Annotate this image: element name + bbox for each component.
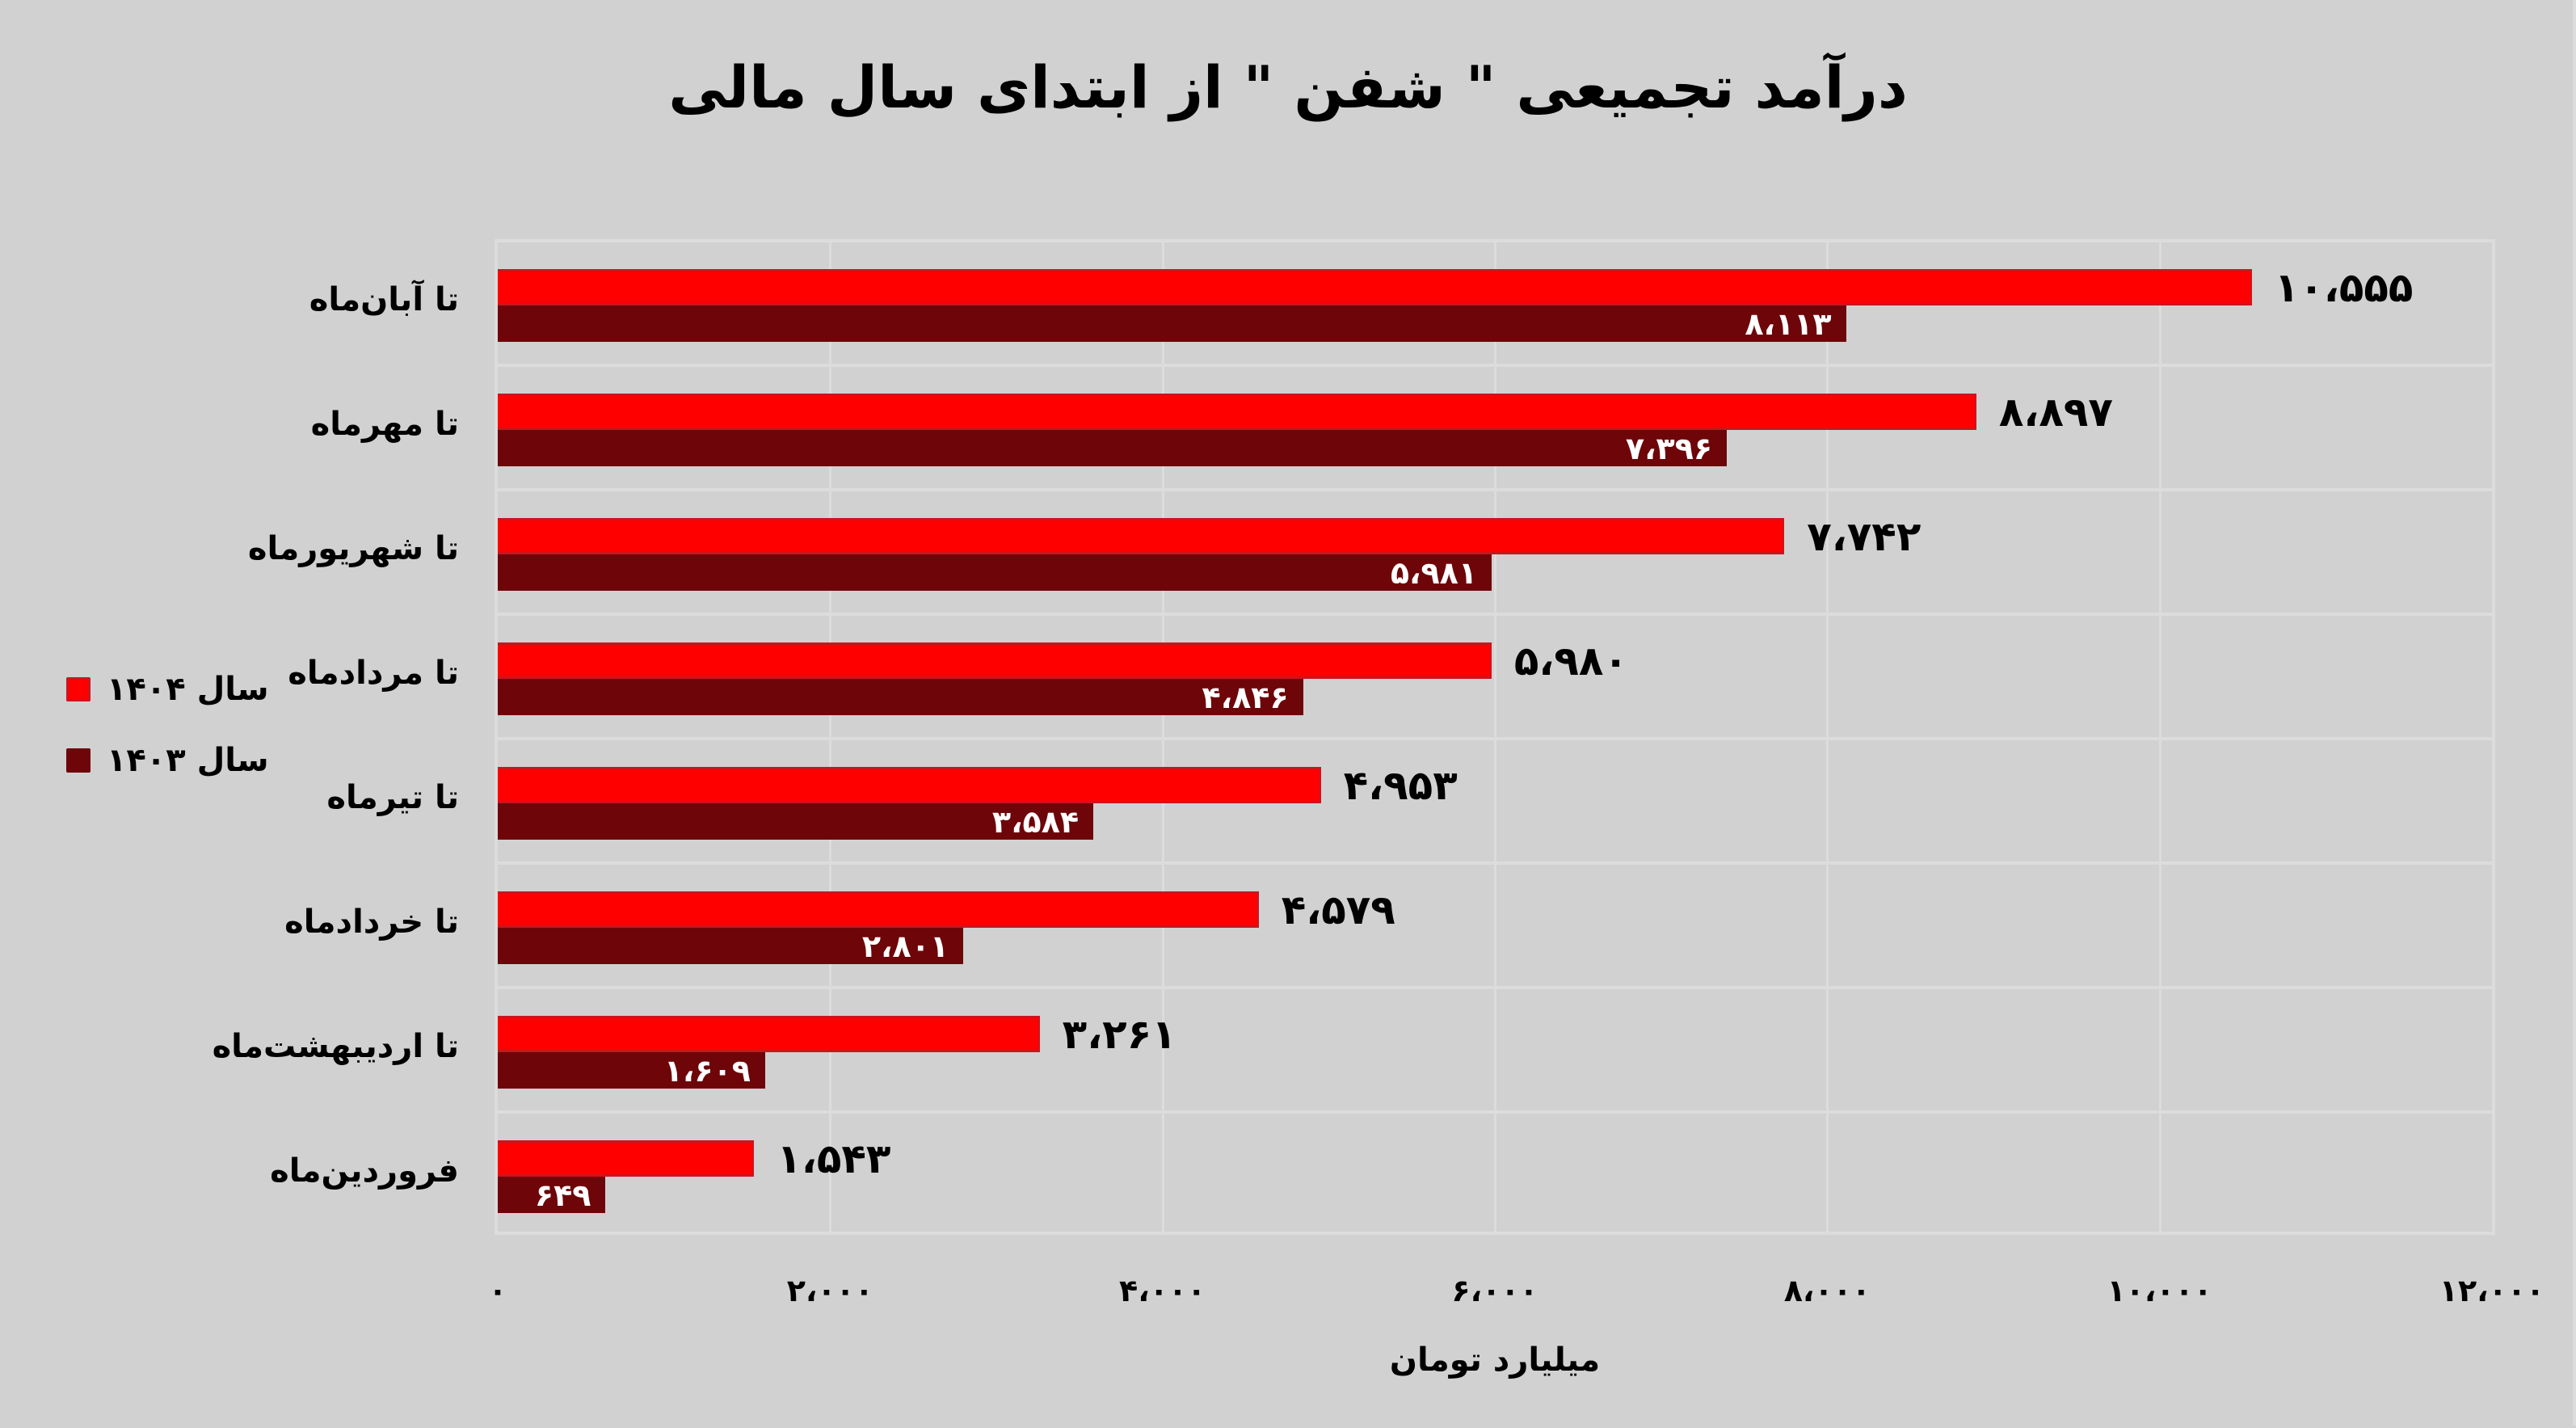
bar-group: ۸،۸۹۷ ۷،۳۹۶ [498,367,2492,491]
chart-title: درآمد تجمیعی " شفن " از ابتدای سال مالی [668,53,1908,121]
bar-1403[interactable] [498,1177,606,1213]
bar-1403[interactable] [498,679,1303,715]
horizontal-gridline [498,737,2492,740]
bar-1403[interactable] [498,305,1846,342]
horizontal-gridline [498,986,2492,989]
value-label-1404: ۳،۲۶۱ [1062,1011,1176,1058]
horizontal-gridline [498,488,2492,491]
x-tick-label: ۶،۰۰۰ [1451,1273,1538,1308]
category-label: تا اردیبهشت‌ماه [212,1028,459,1065]
legend-swatch-1403 [66,748,90,773]
value-label-1403: ۱،۶۰۹ [663,1053,751,1089]
bar-1404[interactable] [498,1016,1040,1052]
bar-1404[interactable] [498,269,2252,305]
bar-group: ۵،۹۸۰ ۴،۸۴۶ [498,616,2492,740]
bar-1403[interactable] [498,430,1728,466]
bar-1404[interactable] [498,518,1785,554]
category-label: تا آبان‌ماه [309,281,459,318]
bar-group: ۴،۹۵۳ ۳،۵۸۴ [498,740,2492,865]
bar-1404[interactable] [498,394,1976,430]
legend-swatch-1404 [66,677,90,701]
bar-1404[interactable] [498,642,1492,679]
bar-group: ۳،۲۶۱ ۱،۶۰۹ [498,989,2492,1114]
category-label: تا تیرماه [326,779,459,816]
bar-group: ۱،۵۴۳ ۶۴۹ [498,1114,2492,1238]
value-label-1404: ۱۰،۵۵۵ [2274,264,2414,311]
value-label-1403: ۶۴۹ [534,1177,591,1213]
bar-group: ۷،۷۴۲ ۵،۹۸۱ [498,491,2492,616]
bar-group: ۱۰،۵۵۵ ۸،۱۱۳ [498,242,2492,367]
bar-1404[interactable] [498,767,1321,803]
horizontal-gridline [498,1110,2492,1114]
category-label: تا مردادماه [288,655,459,692]
value-label-1404: ۱،۵۴۳ [777,1135,891,1182]
bar-group: ۴،۵۷۹ ۲،۸۰۱ [498,865,2492,989]
legend-label-1403: سال ۱۴۰۳ [107,742,269,779]
x-tick-label: ۲،۰۰۰ [786,1273,873,1308]
bar-1403[interactable] [498,1052,765,1089]
value-label-1404: ۴،۵۷۹ [1281,887,1395,933]
horizontal-gridline [498,613,2492,616]
value-label-1403: ۷،۳۹۶ [1625,431,1713,466]
category-label: تا مهرماه [310,406,459,443]
value-label-1403: ۲،۸۰۱ [861,929,949,964]
value-label-1403: ۴،۸۴۶ [1202,680,1289,715]
x-tick-label: ۰ [488,1273,507,1308]
x-tick-label: ۱۲،۰۰۰ [2439,1273,2545,1308]
bar-1404[interactable] [498,891,1259,928]
value-label-1404: ۵،۹۸۰ [1513,638,1628,685]
category-label: تا خردادماه [284,904,459,941]
bar-1403[interactable] [498,928,964,964]
x-tick-label: ۸،۰۰۰ [1783,1273,1871,1308]
value-label-1403: ۳،۵۸۴ [991,804,1080,840]
value-label-1403: ۵،۹۸۱ [1390,555,1478,591]
bar-1404[interactable] [498,1140,755,1177]
value-label-1404: ۸،۸۹۷ [1998,389,2113,436]
x-tick-label: ۱۰،۰۰۰ [2107,1273,2212,1308]
legend-item-1403[interactable]: سال ۱۴۰۳ [66,742,269,779]
value-label-1403: ۸،۱۱۳ [1745,306,1832,342]
x-tick-label: ۴،۰۰۰ [1119,1273,1206,1308]
x-axis-label: میلیارد تومان [1389,1342,1601,1379]
horizontal-gridline [498,364,2492,367]
value-label-1404: ۴،۹۵۳ [1343,762,1458,809]
bar-1403[interactable] [498,554,1492,591]
horizontal-gridline [498,861,2492,865]
category-label: تا شهریورماه [247,530,459,567]
legend-item-1404[interactable]: سال ۱۴۰۴ [66,671,269,708]
legend-label-1404: سال ۱۴۰۴ [107,671,269,708]
value-label-1404: ۷،۷۴۲ [1807,513,1921,560]
category-label: فروردین‌ماه [270,1152,459,1190]
bar-1403[interactable] [498,803,1094,840]
plot-area: ۱۰،۵۵۵ ۸،۱۱۳ ۸،۸۹۷ ۷،۳۹۶ ۷،۷۴۲ ۵،۹۸۱ ۵،۹۸۰ ۴،۸۴… [495,239,2495,1235]
